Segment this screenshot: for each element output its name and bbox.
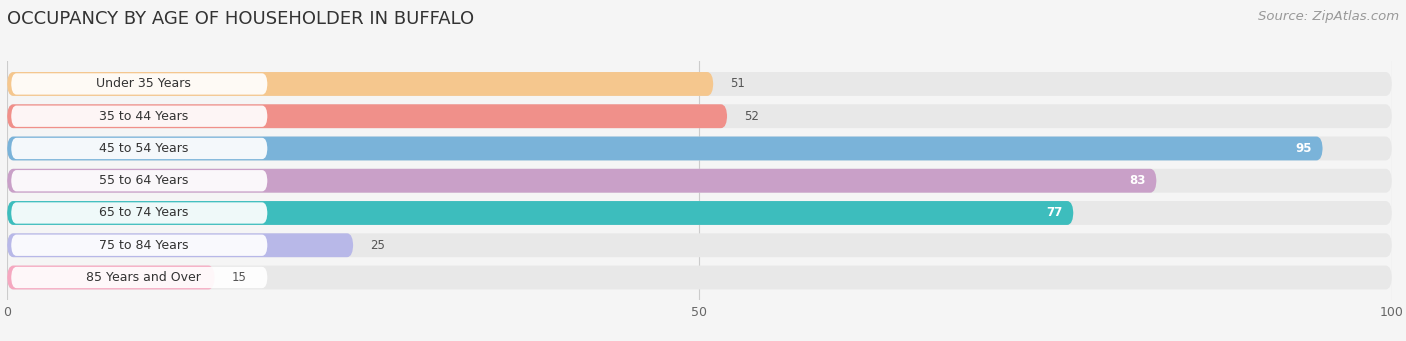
FancyBboxPatch shape xyxy=(11,170,267,191)
FancyBboxPatch shape xyxy=(11,202,267,224)
Text: Under 35 Years: Under 35 Years xyxy=(96,77,191,90)
FancyBboxPatch shape xyxy=(7,72,713,96)
FancyBboxPatch shape xyxy=(7,104,727,128)
FancyBboxPatch shape xyxy=(7,136,1392,160)
FancyBboxPatch shape xyxy=(7,104,1392,128)
FancyBboxPatch shape xyxy=(7,266,1392,290)
Text: 65 to 74 Years: 65 to 74 Years xyxy=(98,207,188,220)
Text: 35 to 44 Years: 35 to 44 Years xyxy=(98,110,188,123)
FancyBboxPatch shape xyxy=(11,106,267,127)
Text: 25: 25 xyxy=(370,239,385,252)
FancyBboxPatch shape xyxy=(11,73,267,94)
Text: 55 to 64 Years: 55 to 64 Years xyxy=(98,174,188,187)
FancyBboxPatch shape xyxy=(7,201,1392,225)
Text: 95: 95 xyxy=(1295,142,1312,155)
FancyBboxPatch shape xyxy=(7,233,353,257)
FancyBboxPatch shape xyxy=(7,233,1392,257)
FancyBboxPatch shape xyxy=(7,169,1157,193)
FancyBboxPatch shape xyxy=(7,136,1323,160)
Text: 77: 77 xyxy=(1046,207,1063,220)
FancyBboxPatch shape xyxy=(7,201,1073,225)
Text: 85 Years and Over: 85 Years and Over xyxy=(86,271,201,284)
FancyBboxPatch shape xyxy=(7,266,215,290)
FancyBboxPatch shape xyxy=(11,235,267,256)
Text: Source: ZipAtlas.com: Source: ZipAtlas.com xyxy=(1258,10,1399,23)
Text: 45 to 54 Years: 45 to 54 Years xyxy=(98,142,188,155)
Text: OCCUPANCY BY AGE OF HOUSEHOLDER IN BUFFALO: OCCUPANCY BY AGE OF HOUSEHOLDER IN BUFFA… xyxy=(7,10,474,28)
Text: 15: 15 xyxy=(232,271,246,284)
Text: 52: 52 xyxy=(744,110,759,123)
Text: 51: 51 xyxy=(730,77,745,90)
FancyBboxPatch shape xyxy=(7,169,1392,193)
FancyBboxPatch shape xyxy=(7,72,1392,96)
Text: 75 to 84 Years: 75 to 84 Years xyxy=(98,239,188,252)
FancyBboxPatch shape xyxy=(11,267,267,288)
Text: 83: 83 xyxy=(1129,174,1146,187)
FancyBboxPatch shape xyxy=(11,138,267,159)
